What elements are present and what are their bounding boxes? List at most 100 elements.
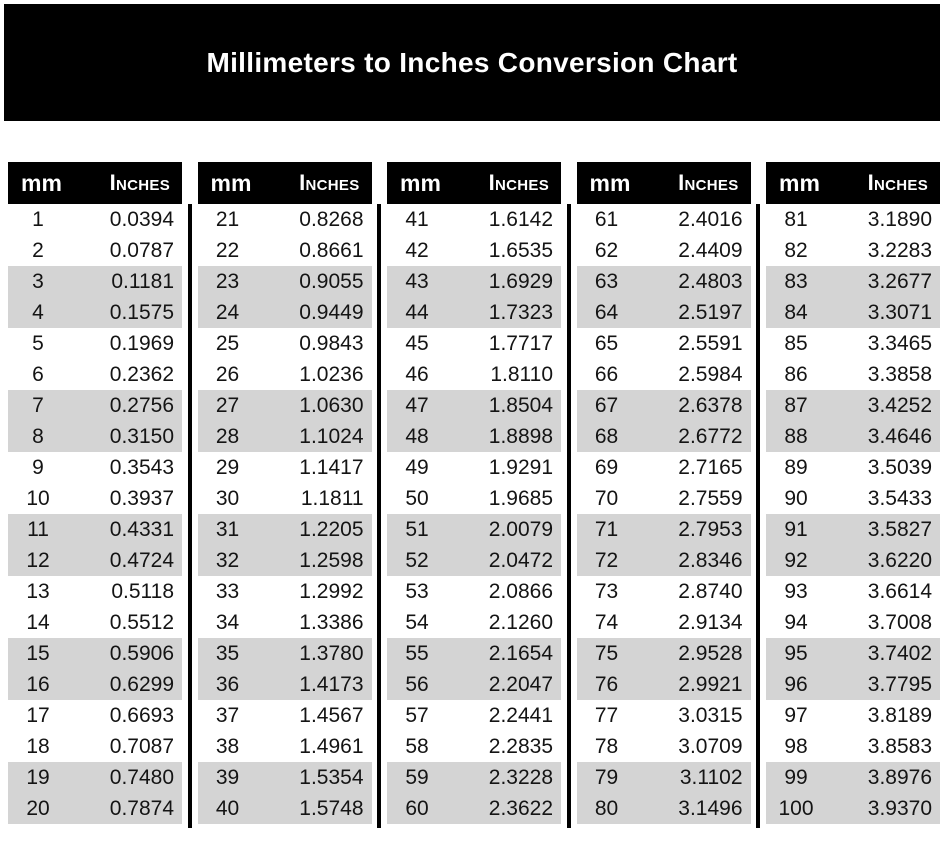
mm-value: 97 [784,703,808,727]
mm-value: 64 [594,300,619,324]
inches-value: 3.9370 [867,796,932,820]
inches-value: 3.0315 [678,703,743,727]
mm-value: 32 [215,548,240,572]
mm-value: 68 [594,424,619,448]
table-row: 30 1.1811 [198,483,372,514]
inches-value: 1.7717 [488,331,553,355]
inches-value: 3.3071 [867,300,932,324]
table-row: 8 0.3150 [8,421,182,452]
inches-value: 0.8661 [299,238,364,262]
mm-value: 94 [784,610,808,634]
inches-value: 3.4252 [867,393,932,417]
mm-value: 11 [27,517,49,541]
table-row: 2 0.0787 [8,235,182,266]
mm-value: 39 [215,765,240,789]
table-row: 50 1.9685 [387,483,561,514]
title-banner: Millimeters to Inches Conversion Chart [4,4,940,121]
table-row: 51 2.0079 [387,514,561,545]
table-row: 52 2.0472 [387,545,561,576]
mm-value: 78 [594,734,619,758]
table-row: 48 1.8898 [387,421,561,452]
table-row: 6 0.2362 [8,359,182,390]
mm-value: 30 [215,486,240,510]
table-row: 86 3.3858 [766,359,940,390]
inches-value: 3.5433 [867,486,932,510]
table-row: 61 2.4016 [577,204,751,235]
inches-value: 1.3386 [299,610,364,634]
mm-value: 29 [215,455,240,479]
inches-value: 3.7008 [867,610,932,634]
table-row: 16 0.6299 [8,669,182,700]
column-header-mm: mm [210,169,252,196]
table-row: 91 3.5827 [766,514,940,545]
table-row: 72 2.8346 [576,545,751,576]
table-row: 64 2.5197 [576,297,751,328]
table-row: 100 3.9370 [766,793,940,824]
table-row: 83 3.2677 [766,266,940,297]
conversion-tables: mm Inches 1 0.0394 2 0.0787 3 0.1181 4 0.1575 5 0.1… [8,162,940,828]
mm-value: 40 [215,796,240,820]
inches-value: 0.1181 [111,269,174,293]
mm-value: 59 [405,765,429,789]
table-row: 92 3.6220 [766,545,940,576]
inches-value: 0.7480 [109,765,174,789]
inches-value: 1.2205 [299,517,364,541]
table-row: 67 2.6378 [576,390,751,421]
column-header-inches: Inches [109,170,170,195]
inches-value: 2.4803 [678,269,743,293]
inches-value: 2.8346 [678,548,743,572]
mm-value: 2 [32,238,44,262]
mm-value: 76 [594,672,619,696]
table-row: 79 3.1102 [576,762,751,793]
table-row: 38 1.4961 [198,731,372,762]
inches-value: 1.2992 [299,579,364,603]
table-row: 82 3.2283 [766,235,940,266]
mm-value: 25 [215,331,240,355]
inches-value: 2.5591 [678,331,743,355]
inches-value: 0.9449 [299,300,364,324]
mm-value: 61 [594,207,619,231]
mm-value: 65 [594,331,619,355]
table-row: 88 3.4646 [766,421,940,452]
mm-value: 22 [215,238,240,262]
table-row: 54 2.1260 [387,607,561,638]
inches-value: 2.6772 [678,424,743,448]
table-row: 80 3.1496 [576,793,751,824]
table-row: 78 3.0709 [577,731,751,762]
mm-value: 8 [32,424,44,448]
mm-value: 86 [784,362,808,386]
mm-value: 16 [26,672,50,696]
table-row: 56 2.2047 [387,669,561,700]
mm-value: 83 [784,269,808,293]
table-row: 44 1.7323 [387,297,561,328]
mm-value: 51 [405,517,429,541]
inches-value: 3.1102 [679,765,743,789]
inches-value: 0.0394 [109,207,174,231]
mm-value: 95 [784,641,808,665]
table-row: 49 1.9291 [387,452,561,483]
mm-value: 66 [594,362,619,386]
mm-value: 43 [405,269,429,293]
inches-value: 0.6693 [109,703,174,727]
mm-value: 98 [784,734,808,758]
inches-value: 3.2677 [867,269,932,293]
inches-value: 0.7874 [109,796,174,820]
inches-value: 0.9055 [299,269,364,293]
table-row: 73 2.8740 [577,576,751,607]
inches-value: 2.7559 [678,486,743,510]
mm-value: 92 [784,548,808,572]
mm-value: 18 [26,734,50,758]
mm-value: 75 [594,641,619,665]
table-row: 75 2.9528 [576,638,751,669]
table-header: mm Inches [576,162,751,204]
mm-value: 53 [405,579,429,603]
mm-value: 84 [784,300,808,324]
inches-value: 2.7165 [678,455,743,479]
mm-value: 90 [784,486,808,510]
table-row: 4 0.1575 [8,297,182,328]
table-row: 1 0.0394 [8,204,182,235]
inches-value: 2.2835 [488,734,553,758]
inches-value: 3.5827 [867,517,932,541]
table-row: 59 2.3228 [387,762,561,793]
inches-value: 0.4724 [109,548,174,572]
